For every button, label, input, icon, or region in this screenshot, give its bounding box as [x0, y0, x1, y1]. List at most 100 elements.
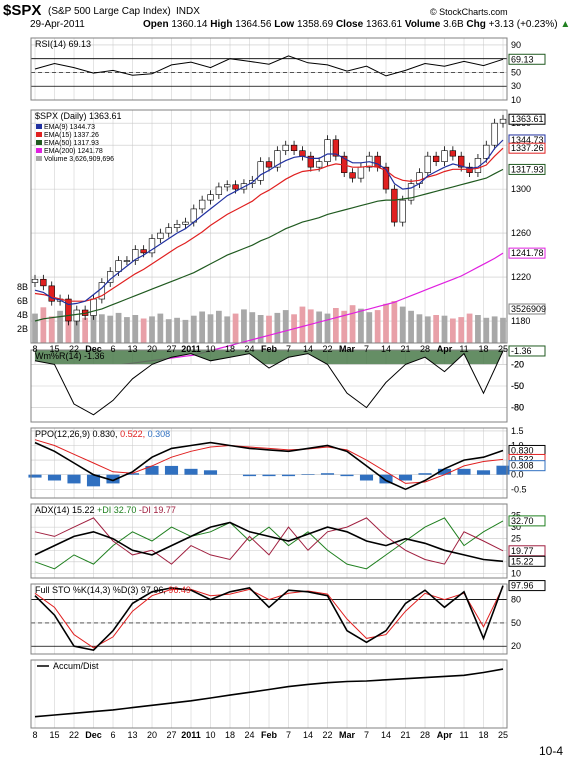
candle-body [182, 221, 189, 225]
ppo-histogram-bar [457, 468, 471, 475]
x-tick-label: 28 [420, 730, 430, 740]
x-tick-label-upper: 25 [498, 344, 508, 354]
ppo-label-part: 0.308 [145, 429, 170, 439]
ppo-histogram-bar [262, 474, 276, 477]
volume-bar [207, 314, 214, 343]
volume-bar [165, 319, 172, 343]
volume-bar [449, 318, 456, 343]
plus-di-last-box [508, 515, 546, 527]
ppo-histogram-bar [418, 473, 432, 475]
rsi-tick-label: 50 [511, 67, 521, 77]
legend-swatch [36, 132, 42, 137]
x-tick-label: Apr [437, 730, 453, 740]
x-tick-label-upper: 27 [166, 344, 176, 354]
volume-bar [266, 315, 272, 343]
candle-body [483, 144, 490, 159]
legend-swatch [36, 124, 42, 129]
adx-tick-label: 25 [511, 534, 521, 544]
x-tick-label: 11 [459, 730, 468, 740]
volume-bar [349, 305, 356, 343]
volume-bar [232, 313, 239, 343]
williams-frame [30, 349, 508, 423]
page-number: 10-4 [538, 744, 563, 758]
x-tick-label: 8 [32, 730, 37, 740]
adx-label-part: -DI 19.77 [136, 505, 176, 515]
rsi-tick-label: 90 [511, 40, 521, 50]
candle-body [449, 150, 457, 157]
price-tag-box [508, 113, 546, 125]
williams-last-value: -1.36 [511, 346, 532, 356]
ppo-frame [30, 427, 508, 499]
volume-bar [483, 317, 490, 343]
x-tick-label-upper: 22 [69, 344, 79, 354]
volume-bar [391, 301, 398, 343]
volume-bar [433, 315, 440, 343]
candle-body [349, 172, 356, 179]
ppo-hist-last-box [508, 460, 546, 472]
x-tick-label-upper: Apr [437, 344, 453, 354]
stoch-d-line [34, 586, 504, 649]
x-tick-label: 22 [69, 730, 79, 740]
price-tick-label: 1220 [511, 272, 531, 282]
volume-bar [115, 312, 122, 343]
legend-entry: EMA(50) 1317.93 [44, 140, 99, 147]
ppo-histogram-bar [301, 474, 315, 475]
ppo-histogram-bar [281, 474, 296, 477]
ppo-histogram-bar [125, 473, 140, 475]
volume-last-value: 3526909 [511, 304, 546, 314]
volume-bar [274, 312, 281, 343]
x-tick-label-upper: 7 [364, 344, 369, 354]
stoch-label-part: 96.49 [166, 585, 191, 595]
volume-tick-label: 2B [17, 324, 28, 334]
ppo-label-part: PPO(12,26,9) 0.830, [35, 429, 118, 439]
x-tick-label: 21 [400, 730, 410, 740]
candle-body [148, 238, 156, 254]
minus-di-last-box [508, 545, 546, 557]
x-tick-label: 6 [110, 730, 115, 740]
x-tick-label: 15 [49, 730, 59, 740]
ppo-label: PPO(12,26,9) 0.830, 0.522, 0.308 [35, 429, 170, 439]
price-tag: 1344.73 [511, 135, 544, 145]
volume-bar [358, 308, 364, 343]
candle-body [65, 298, 72, 322]
williams-label: Wm%R(14) -1.36 [35, 351, 105, 361]
candle-body [332, 139, 340, 157]
ppo-histogram-bar [437, 468, 452, 475]
volume-bar [408, 310, 414, 343]
volume-bar [316, 311, 323, 343]
williams-tick-label: -20 [511, 359, 524, 369]
x-tick-label-upper: Mar [339, 344, 356, 354]
volume-bar [124, 317, 130, 343]
x-tick-label: 14 [303, 730, 313, 740]
x-tick-label-upper: 22 [322, 344, 332, 354]
legend-swatch [36, 140, 42, 145]
high-label: High [210, 19, 233, 30]
volume-bar [475, 315, 481, 343]
volume-bar [332, 308, 339, 343]
x-tick-label: 18 [478, 730, 488, 740]
volume-value: 3.6B [443, 19, 464, 30]
candle-body [299, 150, 306, 157]
volume-bar [107, 315, 114, 343]
rsi-last-value: 69.13 [511, 54, 534, 64]
close-label: Close [335, 19, 364, 30]
ppo-histogram-bar [28, 474, 42, 478]
volume-bar [32, 313, 38, 343]
x-tick-label: 7 [364, 730, 369, 740]
volume-bar [307, 309, 314, 343]
volume-bar [132, 315, 139, 343]
x-tick-label-upper: 6 [110, 344, 115, 354]
adx-label: ADX(14) 15.22 +DI 32.70 -DI 19.77 [35, 505, 176, 515]
ppo-histogram-bar [47, 474, 62, 481]
accum-label: Accum/Dist [53, 661, 99, 671]
price-frame [30, 109, 508, 344]
volume-bar [374, 310, 381, 343]
stoch-k-line [34, 585, 504, 651]
price-tick-label: 1260 [511, 228, 531, 238]
adx-line [34, 521, 504, 563]
price-tag: 1363.61 [511, 114, 544, 124]
candle-body [441, 150, 448, 162]
legend-entry: EMA(9) 1344.73 [44, 124, 95, 131]
legend-entry: EMA(200) 1241.78 [44, 148, 103, 155]
adx-tick-label: 30 [511, 522, 521, 532]
